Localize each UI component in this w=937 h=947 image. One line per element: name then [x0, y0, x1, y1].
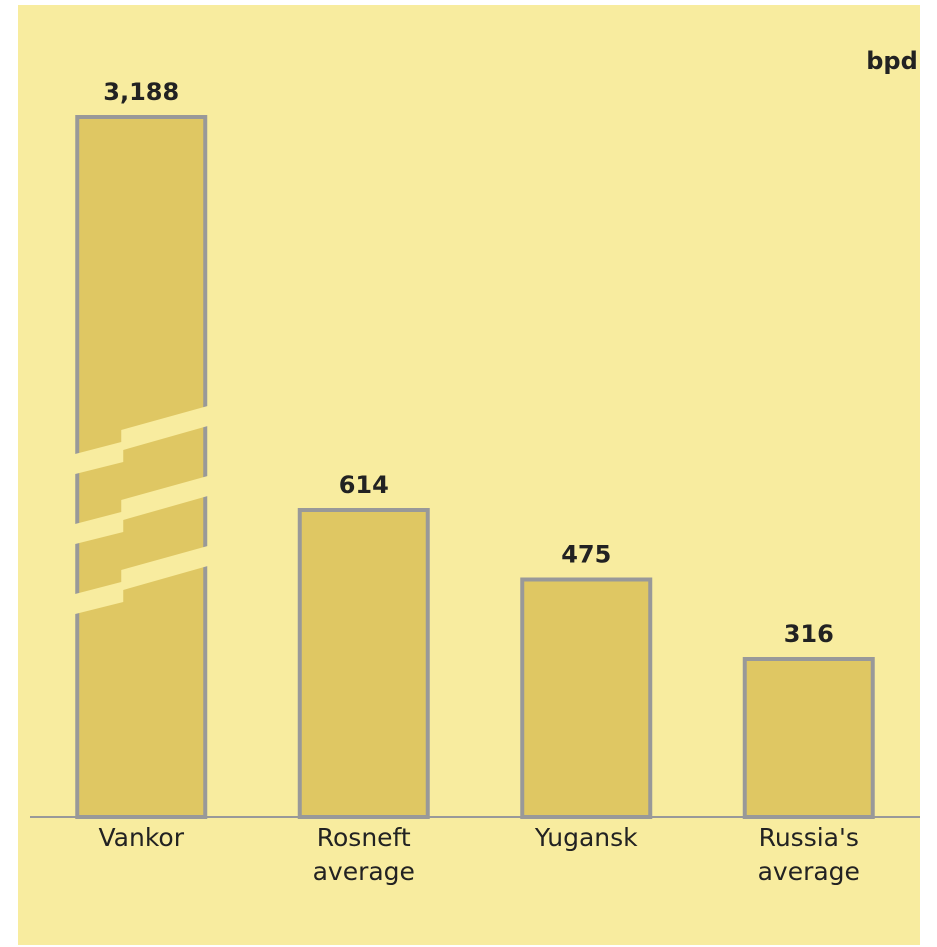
- axis-break: [71, 405, 212, 475]
- x-tick-label: Rosneft average: [312, 823, 415, 886]
- bar: [297, 508, 430, 819]
- axis-break: [71, 475, 212, 545]
- value-label: 475: [561, 541, 611, 569]
- x-tick-label: Yugansk: [534, 823, 638, 852]
- axis-break: [71, 545, 212, 615]
- value-label: 316: [784, 620, 834, 648]
- x-tick-label: Vankor: [98, 823, 185, 852]
- unit-label: bpd: [866, 47, 918, 75]
- x-tick-label: Russia's average: [757, 823, 860, 886]
- value-label: 3,188: [103, 78, 179, 106]
- bar: [742, 657, 875, 819]
- bar: [520, 577, 653, 819]
- value-label: 614: [339, 471, 389, 499]
